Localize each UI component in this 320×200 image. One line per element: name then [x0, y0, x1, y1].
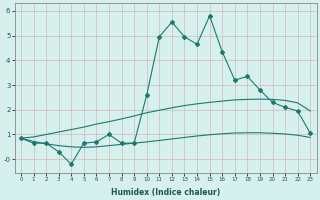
X-axis label: Humidex (Indice chaleur): Humidex (Indice chaleur): [111, 188, 220, 197]
